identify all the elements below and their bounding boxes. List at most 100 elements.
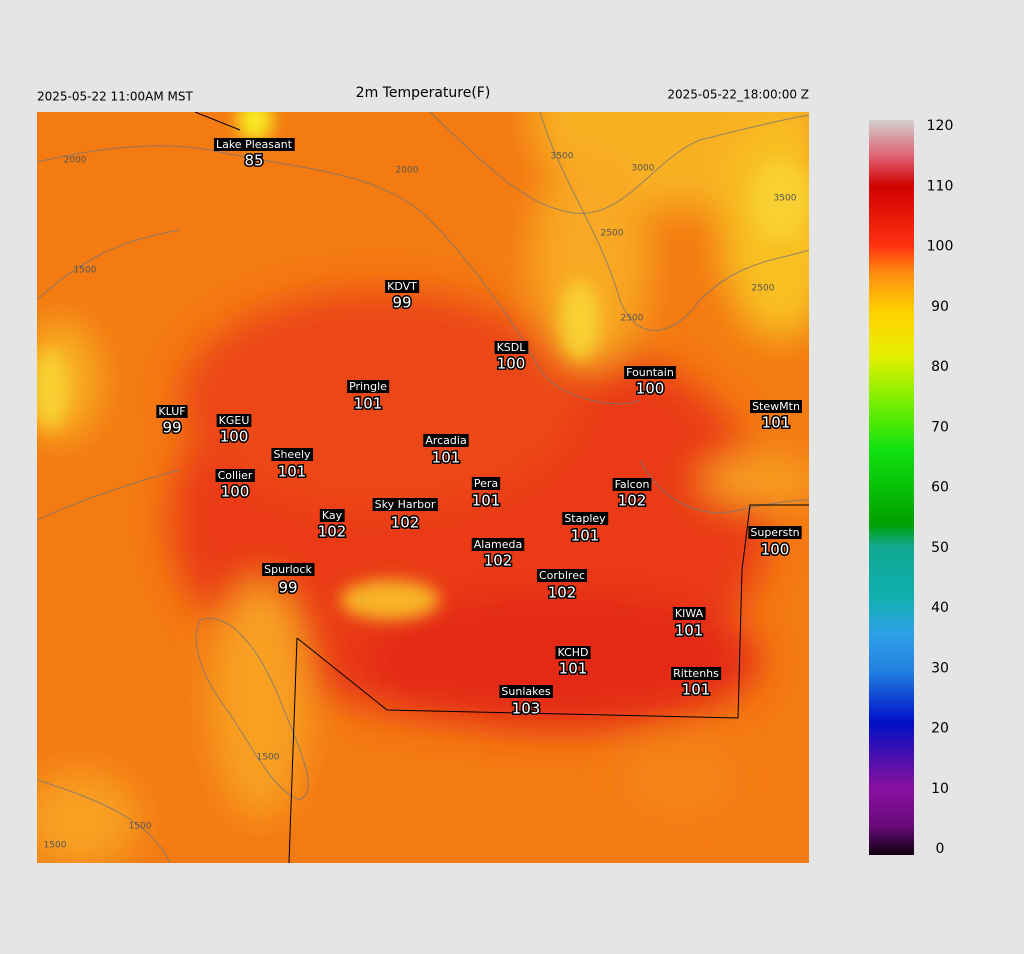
station-value: 102 [484,552,513,570]
station-name-bg [156,405,188,418]
station-value: 101 [675,622,704,640]
station-name: Arcadia [425,434,466,447]
contour-label: 2500 [752,284,775,294]
colorbar-tick-label: 50 [931,540,949,556]
station-name: StewMtn [752,400,800,413]
contour-label: 2500 [601,229,624,239]
station-value: 99 [162,419,181,437]
station-name-bg [215,469,255,482]
station-name: KIWA [675,607,704,620]
station-name: Alameda [474,538,523,551]
colorbar-tick-label: 110 [927,178,954,194]
station-value: 100 [497,355,526,373]
station-value: 101 [762,414,791,432]
station-name: Pringle [349,380,387,393]
colorbar-tick-label: 90 [931,299,949,315]
station-value: 102 [548,584,577,602]
station-name-bg [372,498,438,511]
station-name-bg [672,607,706,620]
station-value: 102 [618,492,647,510]
colorbar-tick-label: 0 [936,841,945,857]
contour-label: 2000 [396,166,419,176]
colorbar [869,120,914,855]
contour-label: 1500 [129,822,152,832]
station-name: Rittenhs [673,667,719,680]
colorbar-tick-label: 40 [931,600,949,616]
contour-label: 3500 [774,194,797,204]
station-name-bg [271,448,314,461]
station-name-bg [385,280,420,293]
station-name-bg [494,341,529,354]
station-value: 102 [391,514,420,532]
station-value: 99 [278,579,297,597]
station-name-bg [612,478,652,491]
station-name: KSDL [497,341,527,354]
station-name: Collier [218,469,253,482]
contour-label: 1500 [257,753,280,763]
station-name-bg [213,138,295,151]
station-name: Spurlock [264,563,312,576]
station-name: Kay [322,509,343,522]
station-value: 100 [636,380,665,398]
station-value: 99 [392,294,411,312]
station-name: Superstn [750,526,799,539]
station-value: 100 [761,541,790,559]
station-name-bg [216,414,252,427]
station-name-bg [262,563,315,576]
valid-time: 2025-05-22_18:00:00 Z [667,88,809,102]
colorbar-tick-label: 120 [927,118,954,134]
station-name: Falcon [615,478,650,491]
station-name-bg [347,380,390,393]
station-name: Sheely [273,448,311,461]
station-name: Pera [474,477,498,490]
station-value: 101 [472,492,501,510]
station-value: 101 [432,449,461,467]
station-name: Fountain [626,366,674,379]
temperature-field [37,112,809,863]
station-value: 100 [220,428,249,446]
station-name: Lake Pleasant [216,138,293,151]
station-name-bg [471,538,525,551]
station-name-bg [748,526,802,539]
contour-label: 2500 [621,314,644,324]
station-name-bg [499,685,553,698]
contour-label: 3000 [632,164,655,174]
contour-label: 3500 [551,152,574,162]
colorbar-tick-label: 60 [931,480,949,496]
station-name: Sunlakes [501,685,550,698]
station-name: KGEU [219,414,250,427]
station-name: Stapley [564,512,606,525]
station-name-bg [471,477,501,490]
contour-label: 1500 [44,841,67,851]
station-name-bg [671,667,722,680]
station-name-bg [319,509,345,522]
station-name: KCHD [557,646,588,659]
station-value: 101 [278,463,307,481]
station-name-bg [555,646,591,659]
station-value: 101 [559,660,588,678]
colorbar-tick-label: 100 [927,239,954,255]
contour-label: 2000 [64,156,87,166]
station-name: Sky Harbor [375,498,436,511]
station-value: 101 [682,681,711,699]
station-name: KLUF [158,405,185,418]
colorbar-tick-label: 20 [931,721,949,737]
station-name: KDVT [387,280,417,293]
station-value: 103 [512,700,541,718]
station-name-bg [624,366,676,379]
map-title: 2m Temperature(F) [356,85,491,101]
station-value: 101 [571,527,600,545]
colorbar-tick-label: 80 [931,359,949,375]
station-name: Corblrec [539,569,585,582]
contour-label: 1500 [74,266,97,276]
station-value: 101 [354,395,383,413]
colorbar-tick-label: 10 [931,781,949,797]
station-value: 100 [221,483,250,501]
colorbar-tick-label: 70 [931,419,949,435]
station-name-bg [423,434,469,447]
station-name-bg [536,569,588,582]
station-name-bg [750,400,802,413]
local-time: 2025-05-22 11:00AM MST [37,90,193,104]
